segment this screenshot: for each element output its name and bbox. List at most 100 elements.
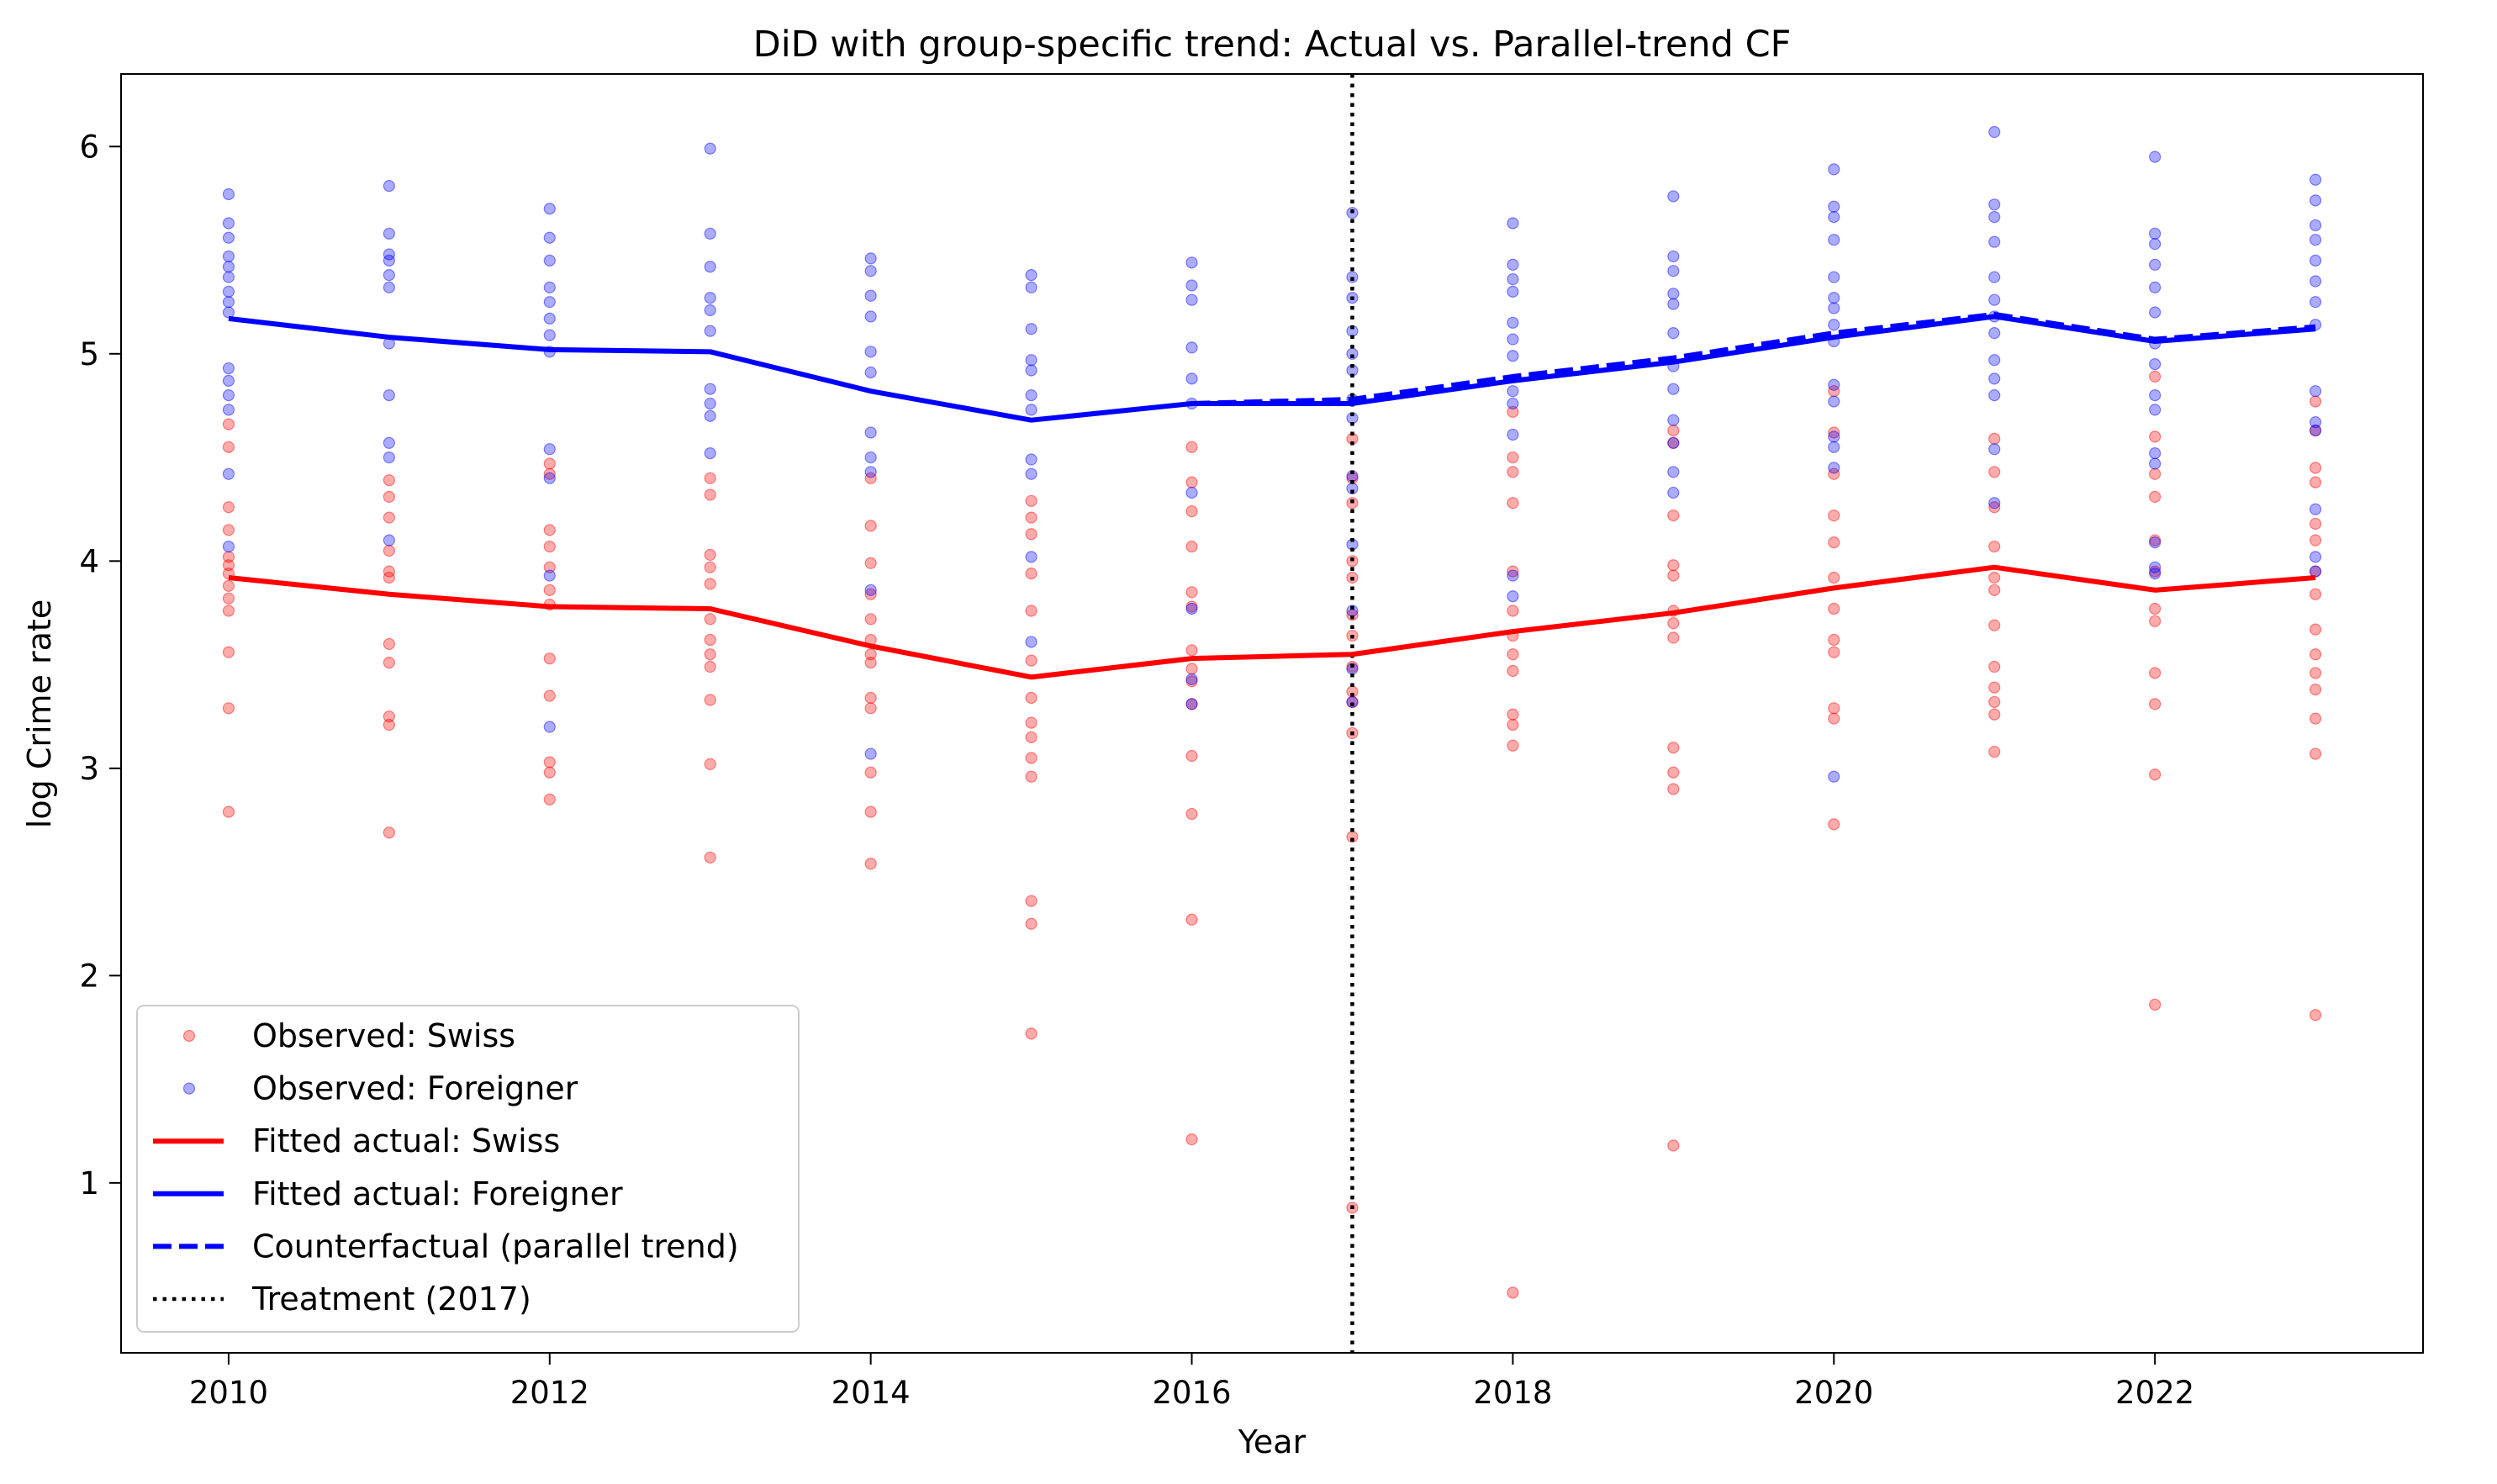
- point-swiss-2013-2: [704, 548, 716, 562]
- point-swiss-2010-8: [222, 592, 235, 605]
- legend-label-treatment: Treatment (2017): [251, 1281, 531, 1318]
- point-swiss-2015-3: [1025, 568, 1037, 580]
- point-swiss-2016-7: [1185, 663, 1198, 675]
- point-foreigner-2021-4: [1988, 271, 2001, 283]
- point-foreigner-2013-1: [704, 227, 716, 240]
- point-foreigner-2016-3: [1185, 341, 1198, 354]
- point-foreigner-2020-2: [1828, 210, 1840, 224]
- point-foreigner-2020-4: [1828, 271, 1840, 283]
- point-swiss-2016-4: [1185, 586, 1198, 599]
- point-foreigner-2018-2: [1507, 272, 1519, 286]
- point-foreigner-2022-0: [2149, 151, 2162, 163]
- point-swiss-2014-12: [864, 858, 877, 870]
- point-foreigner-2020-14: [1828, 770, 1840, 783]
- point-foreigner-2019-3: [1667, 288, 1680, 300]
- point-foreigner-2019-8: [1667, 414, 1680, 426]
- legend-item-fit_foreigner: Fitted actual: Foreigner: [153, 1175, 623, 1212]
- point-foreigner-2012-5: [543, 312, 556, 325]
- point-foreigner-2018-11: [1507, 590, 1519, 603]
- point-swiss-2015-4: [1025, 605, 1037, 617]
- point-swiss-2023-2: [2309, 462, 2322, 474]
- point-swiss-2010-0: [222, 418, 235, 430]
- point-foreigner-2010-9: [222, 362, 235, 375]
- point-swiss-2010-4: [222, 551, 235, 563]
- point-swiss-2021-1: [1988, 466, 2001, 478]
- plot-area: [222, 74, 2322, 1353]
- point-swiss-2022-10: [2149, 768, 2162, 781]
- point-foreigner-2020-13: [1828, 462, 1840, 474]
- point-foreigner-2023-9: [2309, 416, 2322, 429]
- point-swiss-2014-6: [864, 648, 877, 661]
- point-foreigner-2012-9: [543, 472, 556, 484]
- point-swiss-2018-9: [1507, 708, 1519, 721]
- point-swiss-2014-9: [864, 702, 877, 715]
- point-foreigner-2011-5: [383, 281, 395, 294]
- point-swiss-2020-3: [1828, 509, 1840, 522]
- point-swiss-2020-8: [1828, 646, 1840, 658]
- point-foreigner-2014-10: [864, 747, 877, 760]
- point-swiss-2014-2: [864, 557, 877, 569]
- point-swiss-2019-2: [1667, 509, 1680, 522]
- point-swiss-2010-11: [222, 702, 235, 715]
- point-swiss-2014-3: [864, 588, 877, 600]
- point-swiss-2012-10: [543, 766, 556, 779]
- point-foreigner-2012-2: [543, 254, 556, 267]
- point-swiss-2021-8: [1988, 681, 2001, 694]
- point-swiss-2015-9: [1025, 752, 1037, 764]
- point-foreigner-2012-4: [543, 296, 556, 309]
- point-swiss-2016-3: [1185, 540, 1198, 553]
- point-swiss-2020-6: [1828, 602, 1840, 615]
- point-swiss-2019-10: [1667, 783, 1680, 795]
- point-swiss-2022-5: [2149, 565, 2162, 578]
- point-swiss-2018-4: [1507, 565, 1519, 578]
- point-swiss-2019-0: [1667, 424, 1680, 437]
- point-foreigner-2016-9: [1185, 698, 1198, 710]
- legend-box: [136, 1005, 800, 1333]
- point-swiss-2012-4: [543, 561, 556, 573]
- point-foreigner-2018-5: [1507, 333, 1519, 346]
- point-swiss-2020-0: [1828, 385, 1840, 398]
- point-swiss-2018-1: [1507, 451, 1519, 464]
- point-swiss-2012-0: [543, 457, 556, 470]
- point-swiss-2023-11: [2309, 684, 2322, 696]
- point-foreigner-2019-7: [1667, 383, 1680, 395]
- point-swiss-2018-8: [1507, 664, 1519, 678]
- point-swiss-2018-3: [1507, 497, 1519, 510]
- point-foreigner-2010-12: [222, 404, 235, 416]
- point-swiss-2022-6: [2149, 602, 2162, 615]
- point-swiss-2020-7: [1828, 633, 1840, 647]
- point-swiss-2016-0: [1185, 441, 1198, 453]
- point-swiss-2011-3: [383, 544, 395, 557]
- legend-item-obs_foreigner: Observed: Foreigner: [182, 1070, 578, 1107]
- point-foreigner-2015-3: [1025, 354, 1037, 367]
- point-foreigner-2020-0: [1828, 163, 1840, 176]
- point-foreigner-2014-2: [864, 289, 877, 302]
- point-swiss-2022-7: [2149, 615, 2162, 627]
- point-foreigner-2011-10: [383, 534, 395, 547]
- legend-label-obs_swiss: Observed: Swiss: [252, 1017, 515, 1054]
- point-foreigner-2022-11: [2149, 457, 2162, 470]
- y-tick-label-5: 5: [79, 336, 99, 372]
- point-foreigner-2018-0: [1507, 217, 1519, 230]
- point-foreigner-2020-10: [1828, 395, 1840, 408]
- point-swiss-2013-5: [704, 613, 716, 626]
- point-foreigner-2022-13: [2149, 561, 2162, 573]
- point-swiss-2023-9: [2309, 648, 2322, 661]
- point-foreigner-2019-1: [1667, 250, 1680, 263]
- point-swiss-2015-13: [1025, 1027, 1037, 1040]
- point-swiss-2014-11: [864, 805, 877, 818]
- point-foreigner-2013-0: [704, 142, 716, 155]
- point-foreigner-2014-1: [864, 265, 877, 277]
- point-swiss-2023-12: [2309, 712, 2322, 725]
- point-foreigner-2011-0: [383, 180, 395, 193]
- legend-label-obs_foreigner: Observed: Foreigner: [252, 1070, 578, 1107]
- point-swiss-2010-3: [222, 524, 235, 536]
- y-tick-label-2: 2: [79, 958, 99, 994]
- point-swiss-2023-5: [2309, 534, 2322, 547]
- point-swiss-2012-11: [543, 793, 556, 805]
- point-foreigner-2018-3: [1507, 285, 1519, 298]
- point-swiss-2019-4: [1667, 569, 1680, 582]
- point-swiss-2023-0: [2309, 395, 2322, 408]
- legend-marker-obs_foreigner: [182, 1082, 196, 1095]
- point-swiss-2021-6: [1988, 619, 2001, 631]
